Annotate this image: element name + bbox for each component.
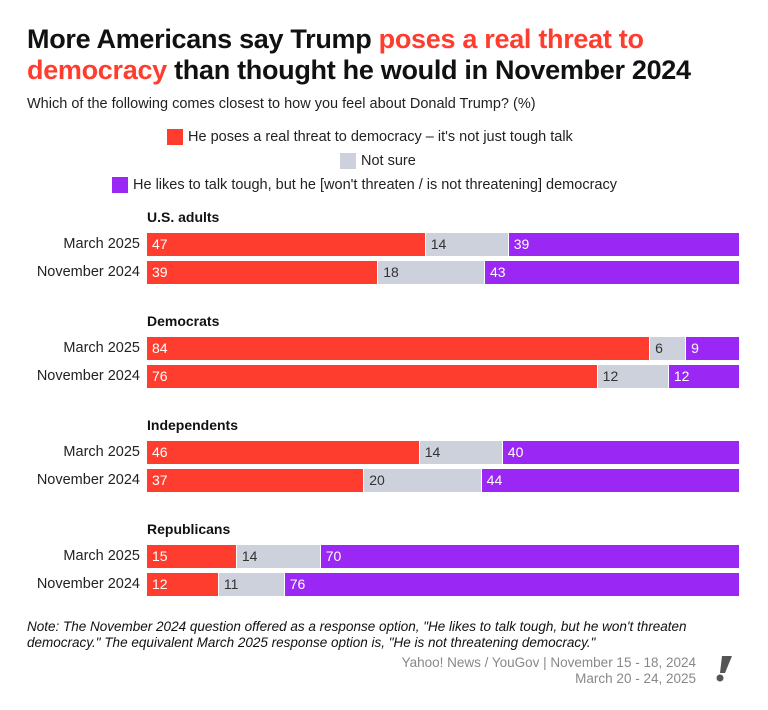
bar-segment: 70 — [320, 545, 739, 568]
source: Yahoo! News / YouGov | November 15 - 18,… — [401, 655, 696, 686]
bar-segment: 14 — [419, 441, 502, 464]
legend-swatch — [167, 129, 183, 145]
bar-segment: 37 — [147, 469, 364, 492]
bar-segment: 84 — [147, 337, 650, 360]
chart-title: More Americans say Trump poses a real th… — [27, 24, 691, 85]
bar-segment: 12 — [597, 365, 668, 388]
row-label: March 2025 — [63, 236, 140, 252]
bar-segment: 44 — [481, 469, 739, 492]
row-label: March 2025 — [63, 548, 140, 564]
bar-segment: 20 — [364, 469, 481, 492]
note: Note: The November 2024 question offered… — [27, 619, 687, 650]
bar-segment: 39 — [508, 233, 739, 256]
bar-segment: 46 — [147, 441, 419, 464]
bar-segment: 47 — [147, 233, 425, 256]
bar-segment: 39 — [147, 261, 378, 284]
row-label: November 2024 — [36, 576, 140, 592]
legend-item-talk-tough: He likes to talk tough, but he [won't th… — [112, 177, 617, 193]
bar-segment: 12 — [668, 365, 739, 388]
bar-segment: 15 — [147, 545, 236, 568]
yahoo-logo-icon — [716, 656, 732, 682]
row-label: November 2024 — [36, 264, 140, 280]
bar-segment: 76 — [147, 365, 597, 388]
bar-segment: 6 — [650, 337, 686, 360]
group-label: Republicans — [147, 521, 231, 537]
group-label: Independents — [147, 417, 239, 433]
chart-subtitle: Which of the following comes closest to … — [27, 96, 536, 112]
row-label: November 2024 — [36, 368, 140, 384]
bar-segment: 40 — [502, 441, 739, 464]
legend-item-threat: He poses a real threat to democracy – it… — [167, 129, 573, 145]
bar-segment: 43 — [485, 261, 739, 284]
bar-segment: 76 — [284, 573, 739, 596]
bar-segment: 18 — [378, 261, 484, 284]
row-label: November 2024 — [36, 472, 140, 488]
legend-item-not-sure: Not sure — [340, 153, 416, 169]
row-label: March 2025 — [63, 340, 140, 356]
legend-swatch — [340, 153, 356, 169]
bar-segment: 9 — [686, 337, 739, 360]
bar-segment: 11 — [218, 573, 284, 596]
bar-segment: 14 — [236, 545, 320, 568]
group-label: U.S. adults — [147, 209, 220, 225]
bar-segment: 12 — [147, 573, 218, 596]
row-label: March 2025 — [63, 444, 140, 460]
legend-swatch — [112, 177, 128, 193]
group-label: Democrats — [147, 313, 220, 329]
bar-segment: 14 — [425, 233, 508, 256]
